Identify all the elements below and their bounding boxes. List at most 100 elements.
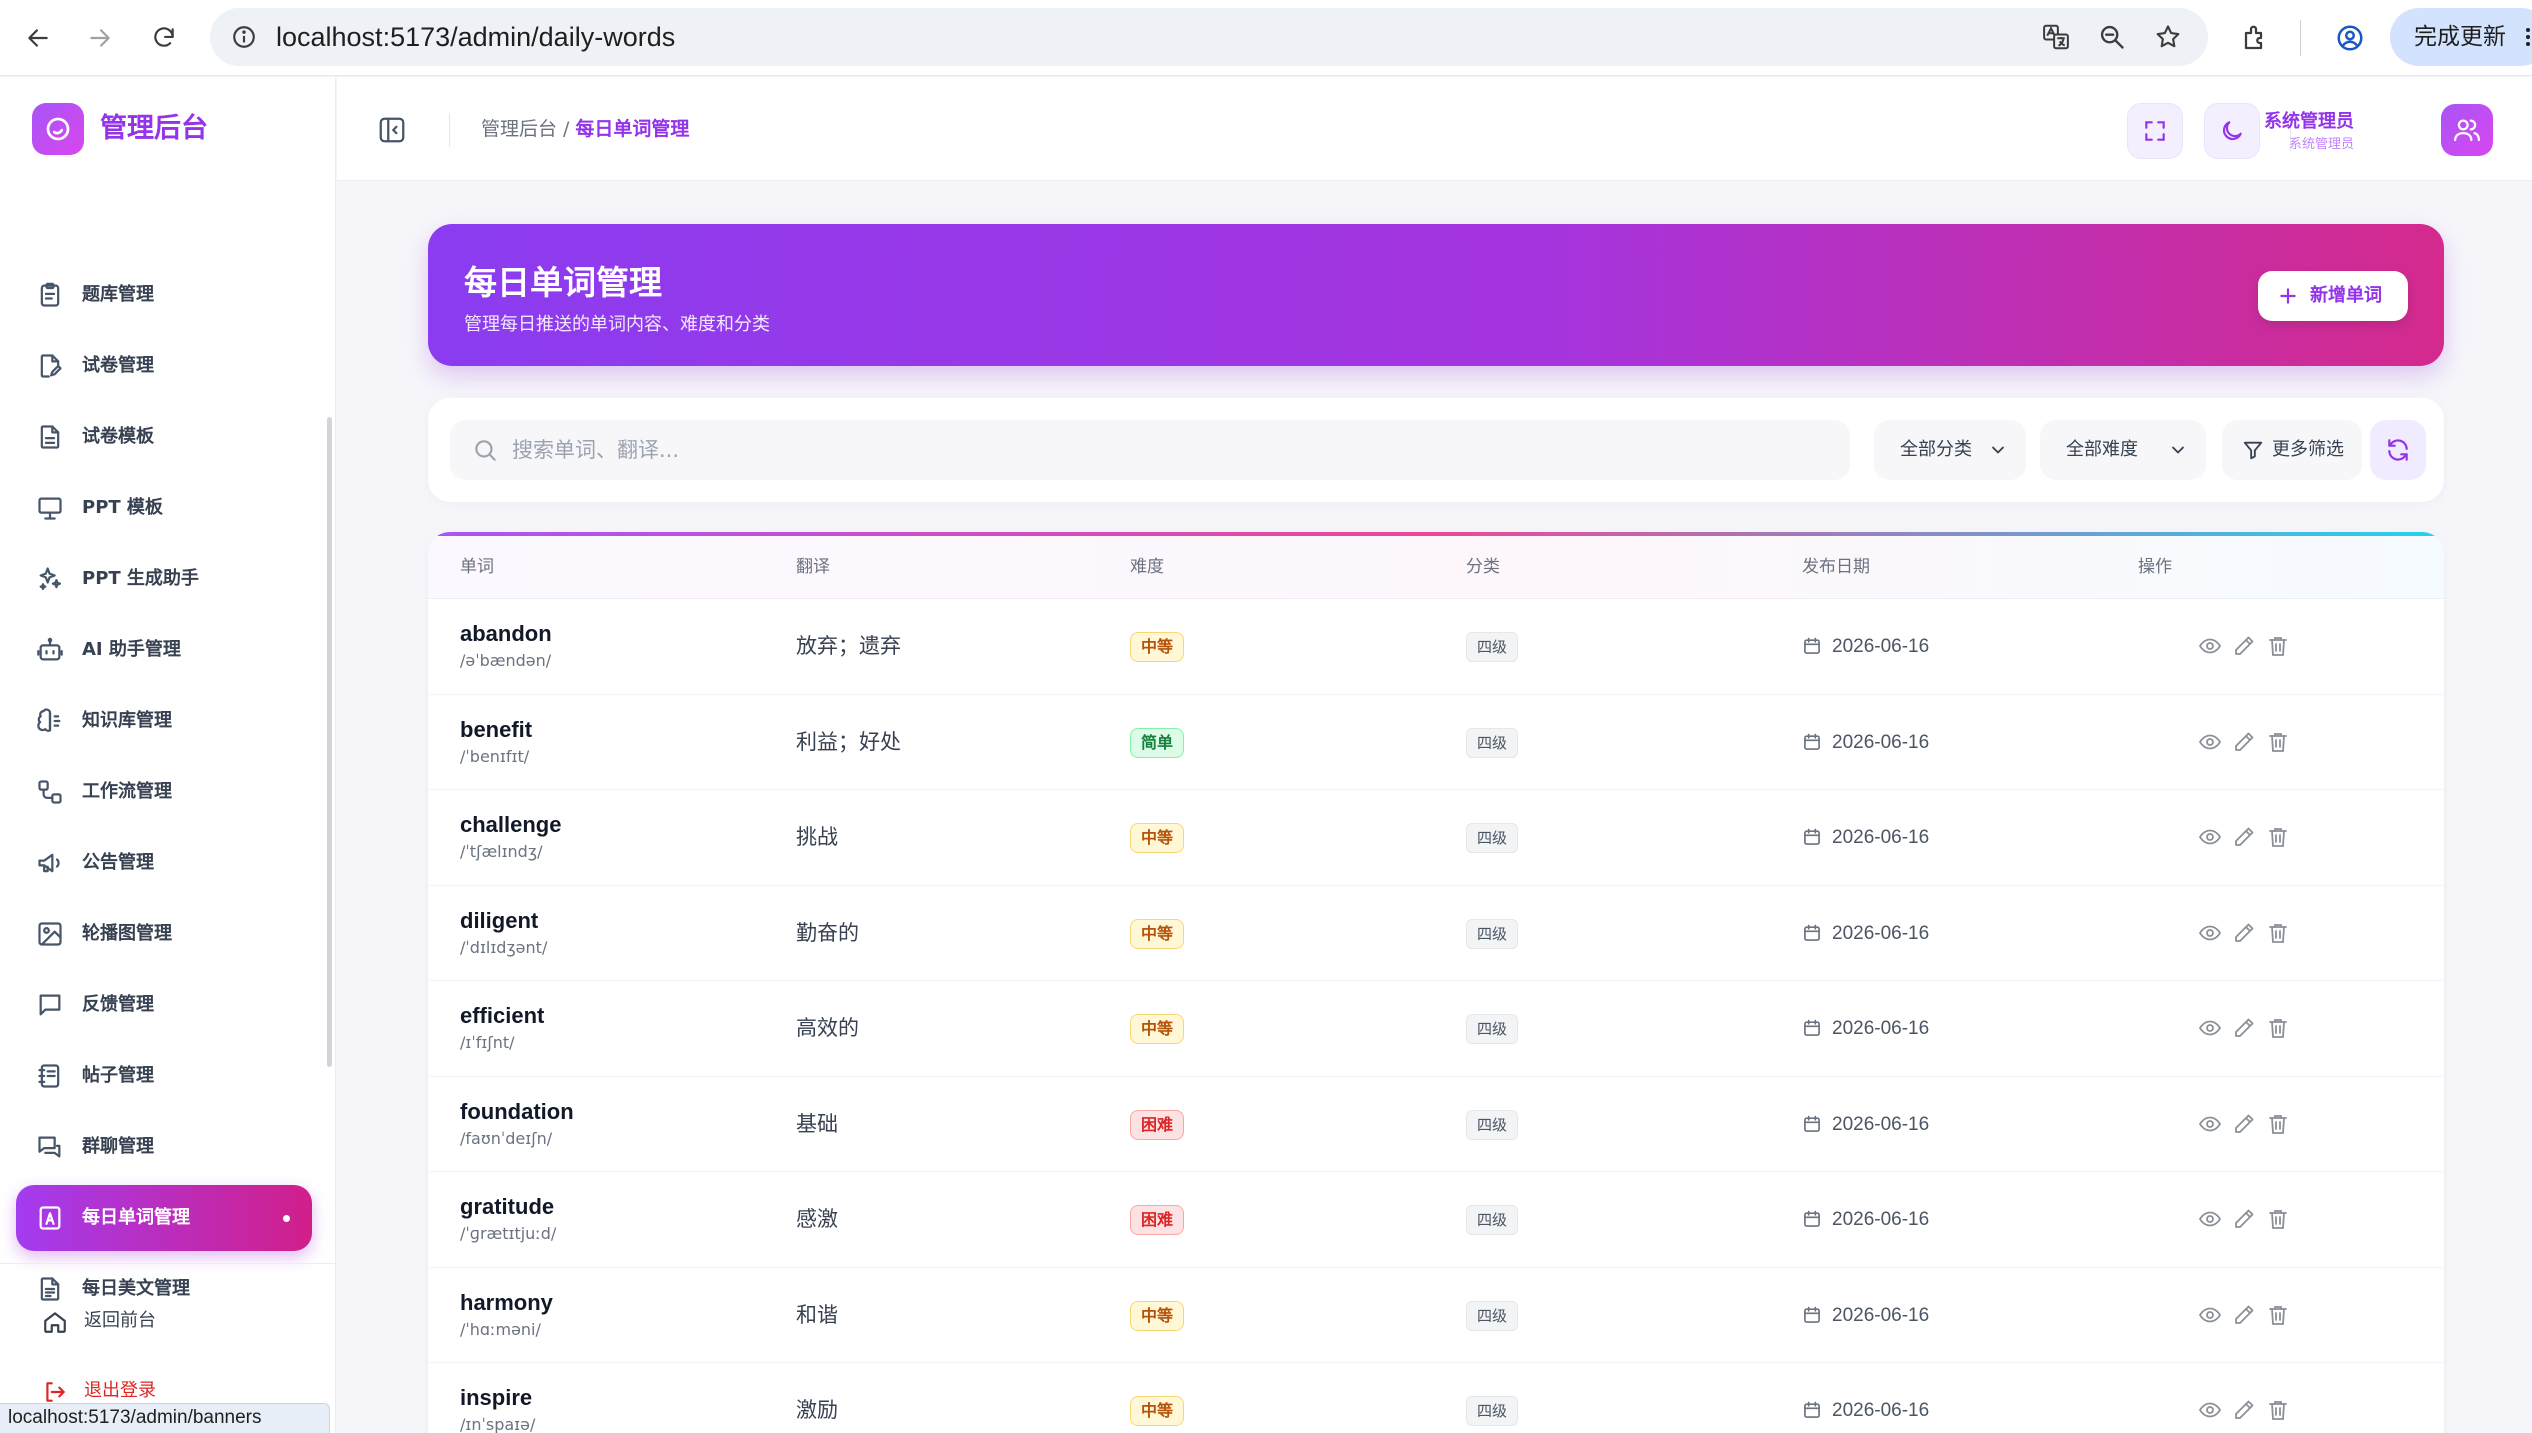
reload-icon[interactable]	[144, 18, 184, 58]
logout-link[interactable]: 退出登录	[36, 1371, 236, 1411]
url-text[interactable]: localhost:5173/admin/daily-words	[276, 22, 676, 52]
table-row: foundation/faʊnˈdeɪʃn/基础 困难 四级 2026-06-16	[428, 1077, 2444, 1172]
calendar-icon	[1802, 1209, 1822, 1229]
profile-icon[interactable]	[2328, 16, 2372, 60]
view-icon[interactable]	[2196, 728, 2224, 756]
plus-icon	[2280, 288, 2296, 304]
sidebar-scrollbar[interactable]	[327, 417, 332, 1067]
difficulty-select[interactable]: 全部难度	[2040, 420, 2206, 480]
back-icon[interactable]	[18, 18, 58, 58]
table-row: gratitude/ˈɡrætɪtjuːd/感激 困难 四级 2026-06-16	[428, 1172, 2444, 1268]
edit-icon[interactable]	[2230, 1014, 2258, 1042]
word-translation: 放弃；遗弃	[796, 634, 901, 658]
date-text: 2026-06-16	[1832, 827, 1930, 848]
sidebar-item-label: 试卷模板	[82, 426, 154, 447]
delete-icon[interactable]	[2264, 1014, 2292, 1042]
delete-icon[interactable]	[2264, 1301, 2292, 1329]
date-text: 2026-06-16	[1832, 1304, 1930, 1326]
toolbar-divider	[2300, 20, 2301, 56]
delete-icon[interactable]	[2264, 1205, 2292, 1233]
difficulty-badge: 简单	[1130, 727, 1185, 758]
sidebar-item-3[interactable]: PPT 模板	[16, 475, 312, 541]
view-icon[interactable]	[2196, 823, 2224, 851]
zoom-icon[interactable]	[2092, 17, 2132, 57]
delete-icon[interactable]	[2264, 728, 2292, 756]
breadcrumb-root[interactable]: 管理后台	[481, 118, 558, 140]
sidebar-item-8[interactable]: 公告管理	[16, 830, 312, 896]
delete-icon[interactable]	[2264, 632, 2292, 660]
sidebar-item-9[interactable]: 轮播图管理	[16, 901, 312, 967]
sidebar-item-4[interactable]: PPT 生成助手	[16, 546, 312, 612]
bookmark-star-icon[interactable]	[2148, 17, 2188, 57]
sidebar-item-10[interactable]: 反馈管理	[16, 972, 312, 1038]
sidebar-item-13[interactable]: 每日单词管理	[16, 1185, 312, 1251]
view-icon[interactable]	[2196, 1205, 2224, 1233]
sidebar-item-7[interactable]: 工作流管理	[16, 759, 312, 825]
forward-icon[interactable]	[80, 18, 120, 58]
extensions-icon[interactable]	[2234, 16, 2278, 60]
add-word-button[interactable]: 新增单词	[2258, 271, 2408, 321]
view-icon[interactable]	[2196, 1110, 2224, 1138]
sidebar-item-12[interactable]: 群聊管理	[16, 1114, 312, 1180]
edit-icon[interactable]	[2230, 1396, 2258, 1424]
translate-icon[interactable]	[2036, 17, 2076, 57]
edit-icon[interactable]	[2230, 823, 2258, 851]
address-bar[interactable]: localhost:5173/admin/daily-words	[210, 8, 2208, 66]
sidebar-item-1[interactable]: 试卷管理	[16, 333, 312, 399]
delete-icon[interactable]	[2264, 919, 2292, 947]
sidebar-item-label: 每日单词管理	[82, 1207, 190, 1228]
chevron-down-icon	[2172, 446, 2184, 454]
word-phonetic: /ˈtʃælɪndʒ/	[460, 842, 543, 861]
calendar-icon	[1802, 827, 1822, 847]
delete-icon[interactable]	[2264, 823, 2292, 851]
category-select[interactable]: 全部分类	[1874, 420, 2026, 480]
page-subtitle: 管理每日推送的单词内容、难度和分类	[464, 314, 770, 335]
category-tag: 四级	[1466, 1014, 1519, 1044]
search-box[interactable]	[450, 420, 1850, 480]
edit-icon[interactable]	[2230, 919, 2258, 947]
bot-icon	[37, 637, 63, 661]
fullscreen-button[interactable]	[2127, 103, 2183, 159]
sidebar-item-11[interactable]: 帖子管理	[16, 1043, 312, 1109]
back-to-frontend-link[interactable]: 返回前台	[36, 1301, 236, 1341]
more-filters-button[interactable]: 更多筛选	[2222, 420, 2362, 480]
search-input[interactable]	[512, 420, 1812, 480]
delete-icon[interactable]	[2264, 1396, 2292, 1424]
view-icon[interactable]	[2196, 919, 2224, 947]
edit-icon[interactable]	[2230, 728, 2258, 756]
file-edit-icon	[40, 354, 62, 378]
edit-icon[interactable]	[2230, 1205, 2258, 1233]
sidebar-item-5[interactable]: AI 助手管理	[16, 617, 312, 683]
page-title: 每日单词管理	[464, 263, 662, 302]
sidebar-item-14[interactable]: 每日美文管理	[16, 1256, 312, 1322]
view-icon[interactable]	[2196, 1301, 2224, 1329]
theme-toggle-button[interactable]	[2204, 103, 2260, 159]
date-text: 2026-06-16	[1832, 922, 1930, 944]
table-header: 单词 翻译 难度 分类 发布日期 操作	[428, 536, 2444, 599]
search-icon	[475, 440, 496, 461]
word-text: abandon	[460, 621, 552, 646]
word-phonetic: /faʊnˈdeɪʃn/	[460, 1128, 553, 1148]
view-icon[interactable]	[2196, 632, 2224, 660]
fullscreen-icon	[2145, 121, 2165, 141]
sidebar: 管理后台 题库管理 试卷管理 试卷模板 PPT 模板 PPT 生成助手 AI 助手管理 知识…	[0, 77, 336, 1433]
column-header-difficulty: 难度	[1130, 557, 1164, 577]
view-icon[interactable]	[2196, 1396, 2224, 1424]
site-info-icon[interactable]	[224, 17, 264, 57]
filter-icon	[2243, 441, 2263, 460]
refresh-button[interactable]	[2370, 420, 2426, 480]
sidebar-item-0[interactable]: 题库管理	[16, 262, 312, 328]
edit-icon[interactable]	[2230, 1110, 2258, 1138]
edit-icon[interactable]	[2230, 632, 2258, 660]
delete-icon[interactable]	[2264, 1110, 2292, 1138]
view-icon[interactable]	[2196, 1014, 2224, 1042]
difficulty-badge: 中等	[1130, 823, 1185, 853]
column-header-translation: 翻译	[796, 557, 830, 577]
sidebar-item-2[interactable]: 试卷模板	[16, 404, 312, 470]
sidebar-divider	[0, 1263, 335, 1264]
collapse-sidebar-icon[interactable]	[377, 115, 407, 145]
sidebar-item-6[interactable]: 知识库管理	[16, 688, 312, 754]
edit-icon[interactable]	[2230, 1301, 2258, 1329]
update-button[interactable]: 完成更新	[2390, 8, 2532, 66]
avatar[interactable]	[2441, 104, 2493, 156]
